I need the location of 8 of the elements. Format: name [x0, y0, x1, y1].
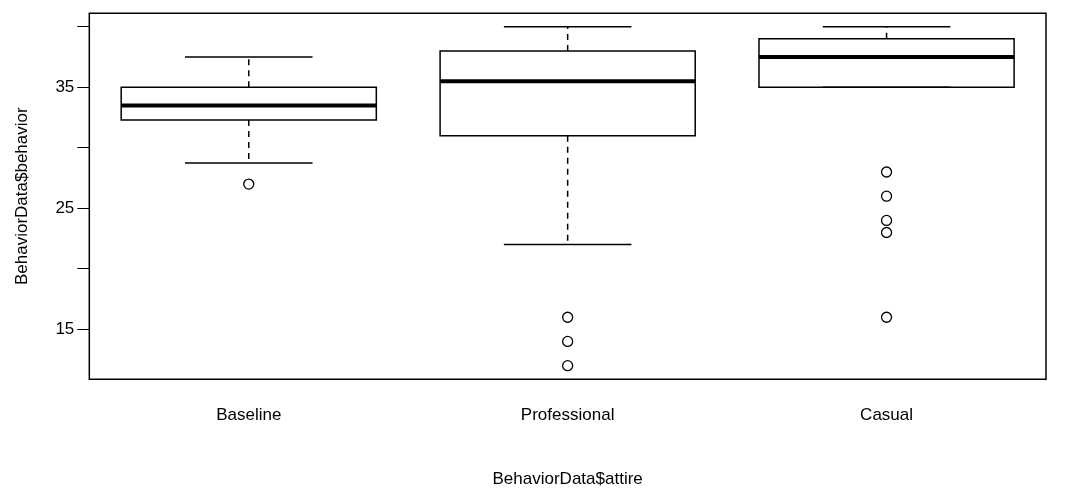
- y-tick-label: 25: [55, 197, 75, 217]
- y-tick-label: 35: [55, 76, 75, 96]
- x-tick-label: Baseline: [216, 405, 282, 425]
- x-tick-label: Professional: [520, 405, 615, 425]
- x-tick-label: Casual: [860, 405, 914, 425]
- y-axis-title: BehaviorData$behavior: [11, 107, 31, 286]
- y-tick-label: 15: [55, 319, 75, 339]
- x-axis-title: BehaviorData$attire: [492, 469, 643, 489]
